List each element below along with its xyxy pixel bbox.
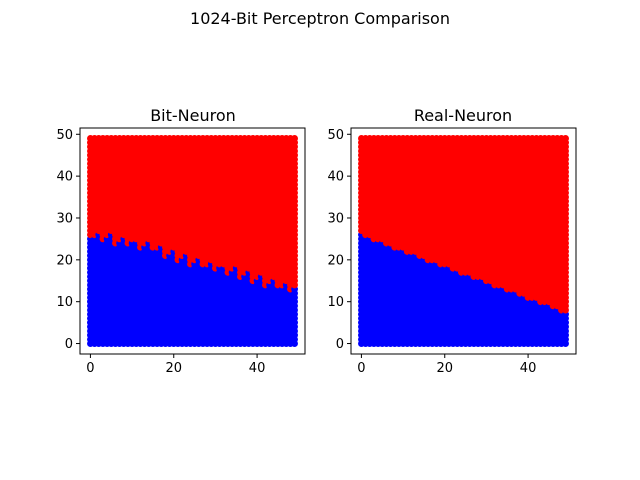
bit-neuron-y-tick-label: 50: [56, 128, 73, 143]
bit-neuron-points: [87, 135, 298, 347]
real-neuron-title: Real-Neuron: [414, 106, 512, 125]
bit-neuron-x-tick-label: 0: [86, 361, 94, 376]
bit-neuron-x-tick-label: 20: [165, 361, 182, 376]
bit-neuron-subplot: Bit-Neuron 0 20 40 0 10 20 30 40 50: [56, 106, 306, 376]
bit-neuron-point: [291, 135, 298, 142]
figure-title: 1024-Bit Perceptron Comparison: [190, 9, 450, 28]
bit-neuron-x-tick-label: 40: [249, 361, 266, 376]
real-neuron-points: [358, 135, 569, 347]
bit-neuron-y-tick-label: 10: [56, 295, 73, 310]
bit-neuron-y-tick-label: 30: [56, 211, 73, 226]
bit-neuron-y-tick-label: 0: [65, 337, 73, 352]
bit-neuron-title: Bit-Neuron: [150, 106, 236, 125]
bit-neuron-y-tick-label: 40: [56, 170, 73, 185]
bit-neuron-y-tick-label: 20: [56, 253, 73, 268]
